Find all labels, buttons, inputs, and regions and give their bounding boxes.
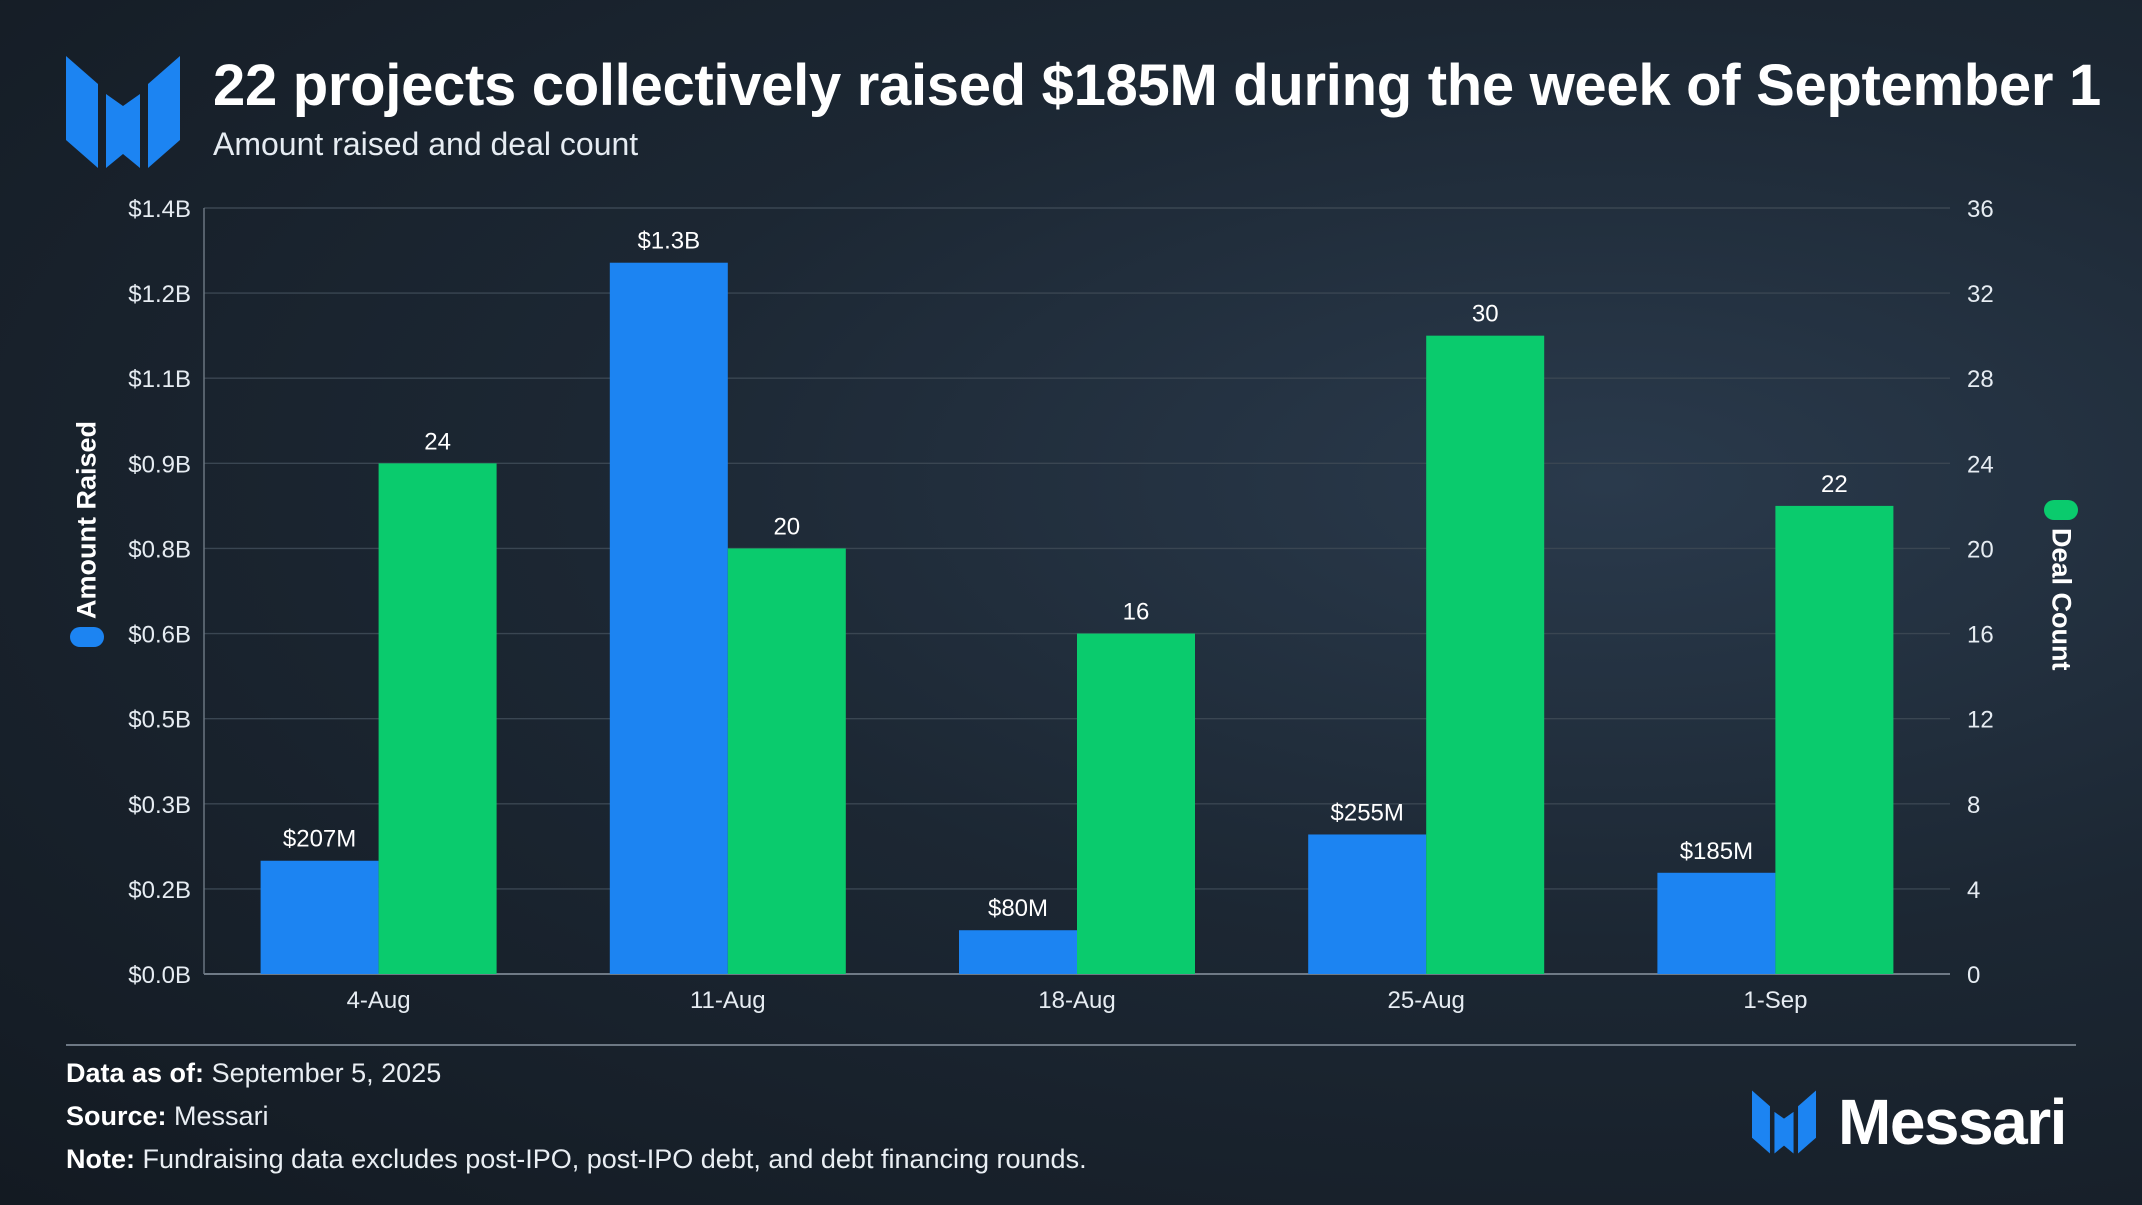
amount-bar (1308, 834, 1427, 974)
right-axis-tick: 28 (1967, 366, 1994, 393)
left-axis-tick: $0.6B (128, 622, 191, 649)
left-axis-title: Amount Raised (70, 421, 104, 647)
deals-data-label: 20 (773, 513, 800, 540)
messari-logo-icon (66, 56, 180, 168)
left-axis-tick: $1.1B (128, 366, 191, 393)
right-axis-tick: 20 (1967, 536, 1994, 563)
left-axis-tick: $0.2B (128, 877, 191, 904)
amount-bar (609, 262, 728, 974)
right-axis-tick: 36 (1967, 196, 1994, 223)
source: Source: Messari (66, 1101, 269, 1131)
x-axis-tick: 18-Aug (1038, 987, 1115, 1014)
note: Note: Fundraising data excludes post-IPO… (66, 1144, 1087, 1174)
left-axis-tick: $0.8B (128, 536, 191, 563)
amount-data-label: $255M (1331, 799, 1404, 826)
messari-brand-icon (1752, 1090, 1816, 1154)
right-axis-tick: 32 (1967, 281, 1994, 308)
fundraising-chart: $0.0B 0 $0.2B 4 $0.3B 8 $0.5B 12 $0.6B 16 $0.8B 20 $… (128, 196, 1994, 1014)
x-axis-tick: 11-Aug (690, 987, 766, 1014)
x-axis-tick: 25-Aug (1388, 987, 1465, 1014)
left-axis-tick: $1.2B (128, 281, 191, 308)
right-axis-tick: 0 (1967, 962, 1980, 989)
left-axis-tick: $0.3B (128, 792, 191, 819)
right-axis-title: Deal Count (2044, 500, 2078, 690)
deals-data-label: 22 (1821, 471, 1848, 498)
deals-data-label: 30 (1472, 301, 1499, 328)
deals-bar (1775, 505, 1894, 974)
right-axis-tick: 16 (1967, 622, 1994, 649)
x-axis-tick: 4-Aug (347, 987, 411, 1014)
brand-logo: Messari (1752, 1085, 2067, 1159)
right-axis-tick: 4 (1967, 877, 1980, 904)
amount-data-label: $207M (283, 826, 356, 853)
page-subtitle: Amount raised and deal count (213, 126, 639, 162)
deals-bar (1077, 633, 1195, 974)
amount-bar (260, 860, 379, 974)
right-axis-tick: 12 (1967, 707, 1994, 734)
left-axis-tick: $0.9B (128, 451, 191, 478)
right-axis-tick: 8 (1967, 792, 1980, 819)
left-axis-tick: $1.4B (128, 196, 191, 223)
left-axis-tick: $0.0B (128, 962, 191, 989)
deals-bar (378, 463, 497, 974)
data-as-of: Data as of: September 5, 2025 (66, 1058, 442, 1088)
deals-bar (727, 548, 846, 974)
amount-bar (1657, 872, 1776, 974)
amount-data-label: $1.3B (637, 228, 700, 255)
amount-legend-swatch-icon (70, 627, 104, 647)
page-title: 22 projects collectively raised $185M du… (213, 53, 2101, 118)
footer-divider (66, 1044, 2076, 1046)
left-axis-tick: $0.5B (128, 707, 191, 734)
amount-data-label: $185M (1680, 838, 1753, 865)
amount-data-label: $80M (988, 895, 1048, 922)
deals-bar (1426, 335, 1545, 975)
deals-data-label: 16 (1123, 599, 1150, 626)
x-axis-tick: 1-Sep (1743, 987, 1807, 1014)
amount-bar (959, 930, 1077, 974)
deals-legend-swatch-icon (2044, 500, 2078, 520)
right-axis-tick: 24 (1967, 451, 1994, 478)
brand-name: Messari (1838, 1086, 2067, 1158)
deals-data-label: 24 (424, 428, 451, 455)
